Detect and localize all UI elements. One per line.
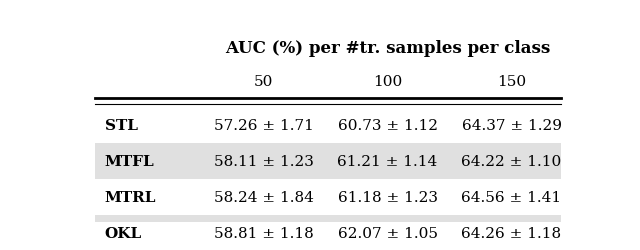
Text: 61.21 ± 1.14: 61.21 ± 1.14 [337,154,438,168]
Text: 64.37 ± 1.29: 64.37 ± 1.29 [461,119,561,133]
Text: 58.24 ± 1.84: 58.24 ± 1.84 [214,190,314,204]
Text: 61.18 ± 1.23: 61.18 ± 1.23 [337,190,438,204]
Text: MTFL: MTFL [105,154,154,168]
Text: 64.56 ± 1.41: 64.56 ± 1.41 [461,190,561,204]
Text: 62.07 ± 1.05: 62.07 ± 1.05 [337,226,438,239]
Text: 50: 50 [254,74,273,88]
Text: 64.26 ± 1.18: 64.26 ± 1.18 [461,226,561,239]
Text: 57.26 ± 1.71: 57.26 ± 1.71 [214,119,314,133]
Text: 58.11 ± 1.23: 58.11 ± 1.23 [214,154,314,168]
Text: MTRL: MTRL [105,190,156,204]
Text: OKL: OKL [105,226,142,239]
Text: STL: STL [105,119,138,133]
Text: 100: 100 [373,74,402,88]
Text: 150: 150 [497,74,526,88]
Text: AUC (%) per #tr. samples per class: AUC (%) per #tr. samples per class [225,40,550,56]
Bar [95,144,561,179]
Bar [95,215,561,250]
Text: 64.22 ± 1.10: 64.22 ± 1.10 [461,154,562,168]
Text: 58.81 ± 1.18: 58.81 ± 1.18 [214,226,314,239]
Text: 60.73 ± 1.12: 60.73 ± 1.12 [337,119,438,133]
